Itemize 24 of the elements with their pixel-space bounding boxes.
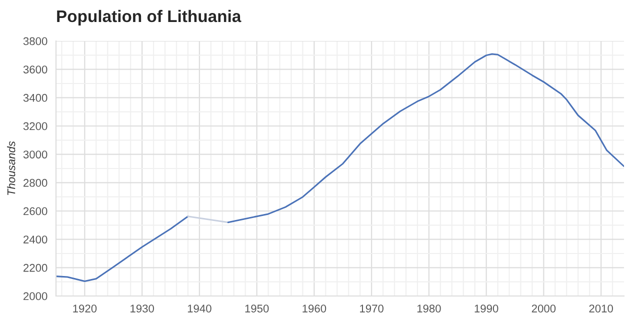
y-tick-label: 2200 [24,264,48,272]
line-series [56,216,189,282]
y-tick-label: 2400 [24,236,48,244]
y-tick-label: 3800 [23,37,48,46]
x-tick-label: 1930 [130,304,154,312]
y-tick-label: 3000 [23,150,48,158]
y-axis-title: Thousands [7,141,16,195]
x-tick-label: 2000 [532,304,556,312]
x-tick-label: 1920 [73,304,97,312]
chart-title: Population of Lithuania [57,10,242,26]
y-tick-label: 3600 [23,66,48,74]
x-tick-label: 1990 [474,304,498,312]
y-tick-label: 2800 [24,178,48,187]
y-tick-label: 2000 [24,292,48,300]
x-tick-label: 2010 [589,304,613,312]
x-tick-label: 1960 [302,304,326,312]
x-tick-label: 1970 [360,304,384,312]
line-series [227,53,624,224]
y-tick-label: 2600 [24,207,48,216]
x-tick-label: 1980 [417,304,441,312]
y-tick-label: 3200 [23,122,48,130]
x-tick-label: 1950 [245,304,269,312]
x-tick-label: 1940 [188,304,212,312]
y-tick-label: 3400 [23,94,48,102]
